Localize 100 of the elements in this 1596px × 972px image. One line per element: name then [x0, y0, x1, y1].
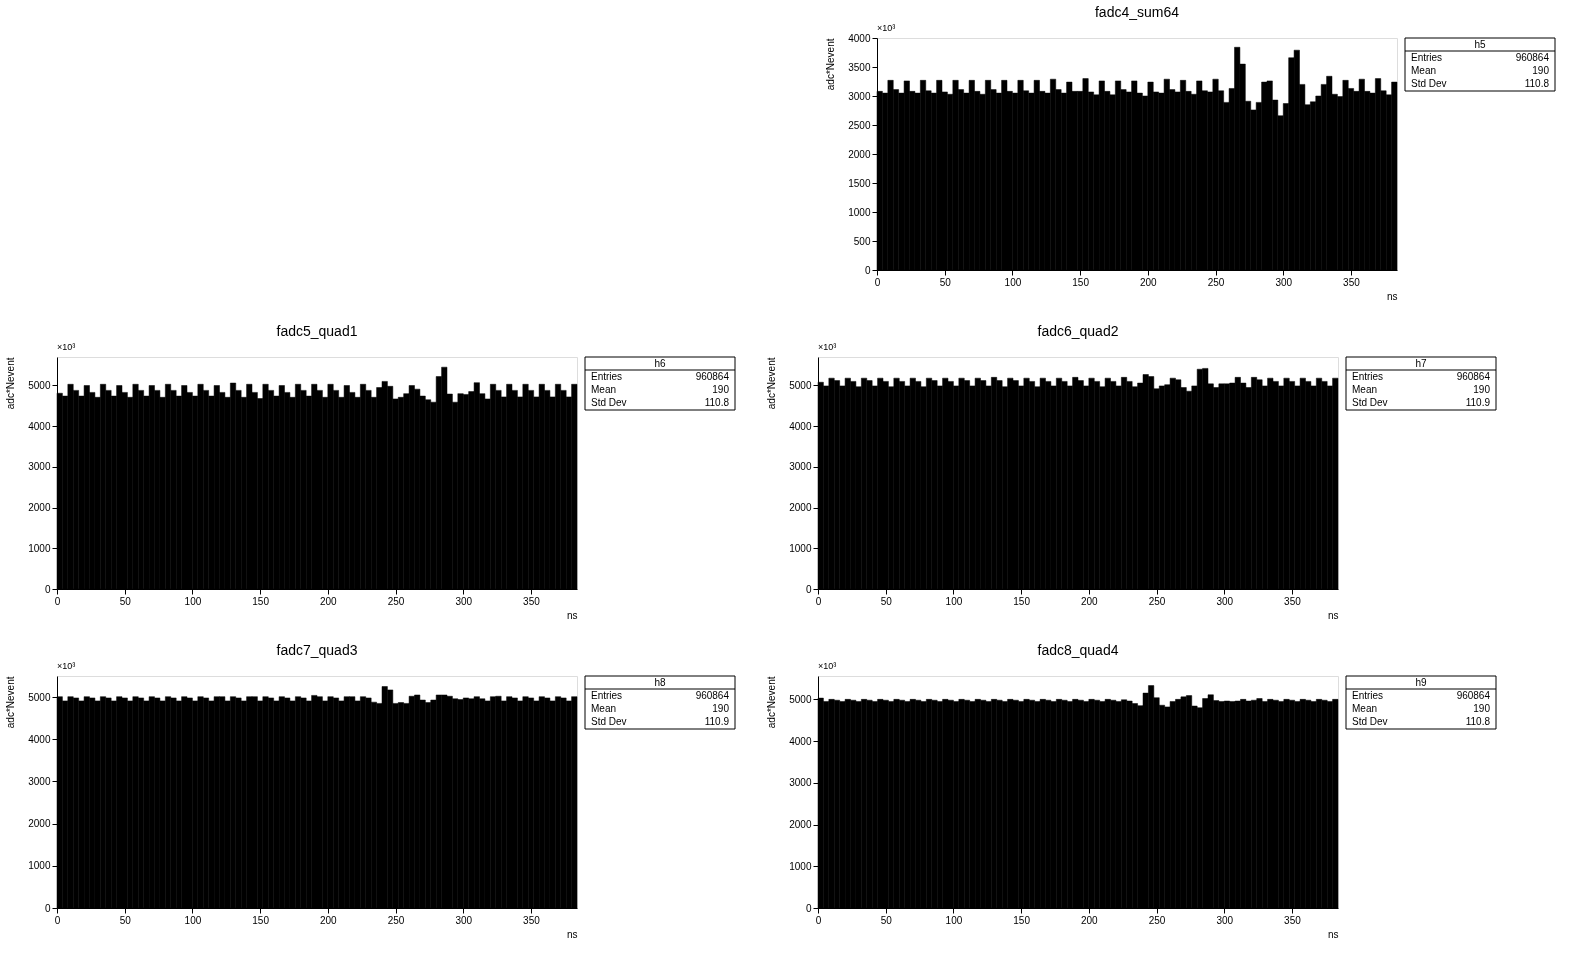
text: h8 [654, 677, 666, 688]
x-tick-label: 150 [252, 914, 270, 926]
y-tick-label: 1000 [848, 206, 871, 218]
text: h5 [1474, 39, 1486, 50]
y-tick-label: 4000 [789, 420, 812, 432]
text: ×10³ [818, 661, 837, 671]
text: Entries [1411, 52, 1443, 63]
y-tick-label: 0 [864, 264, 871, 276]
x-tick-label: 300 [1216, 914, 1234, 926]
text: ×10³ [57, 661, 76, 671]
x-tick-label: 350 [1343, 276, 1361, 288]
y-tick-label: 1000 [789, 542, 812, 554]
x-tick-label: 200 [1080, 595, 1099, 607]
y-tick-label: 1000 [28, 860, 51, 872]
text: 960864 [695, 690, 730, 701]
text: 110.9 [704, 716, 730, 727]
y-tick-label: 2000 [789, 502, 812, 514]
x-tick-label: 150 [1072, 276, 1090, 288]
text: 960864 [695, 371, 730, 382]
x-tick-label: 300 [455, 595, 473, 607]
text: Mean [591, 703, 617, 714]
chart-title: fadc8_quad4 [1037, 642, 1119, 658]
y-tick-label: 3000 [789, 461, 812, 473]
text: ×10³ [877, 23, 896, 33]
text: Std Dev [591, 397, 627, 408]
text: 110.8 [704, 397, 730, 408]
chart-title: fadc4_sum64 [1094, 4, 1180, 20]
y-tick-label: 0 [805, 583, 812, 595]
x-axis-title: ns [566, 609, 578, 621]
y-tick-label: 2000 [28, 502, 51, 514]
text: 960864 [1456, 371, 1491, 382]
x-tick-label: 200 [1139, 276, 1158, 288]
text: h9 [1415, 677, 1427, 688]
text: Std Dev [1411, 78, 1447, 89]
y-tick-label: 4000 [848, 32, 871, 44]
text: 190 [712, 384, 730, 395]
x-tick-label: 100 [184, 914, 202, 926]
y-tick-label: 5000 [28, 691, 51, 703]
x-tick-label: 300 [455, 914, 473, 926]
x-tick-label: 0 [815, 595, 822, 607]
y-axis-title: adc*Nevent [766, 357, 778, 410]
x-tick-label: 100 [184, 595, 202, 607]
text: h7 [1415, 358, 1427, 369]
x-tick-label: 200 [1080, 914, 1099, 926]
text: 190 [1473, 384, 1491, 395]
y-tick-label: 4000 [28, 420, 51, 432]
y-tick-label: 2000 [789, 819, 812, 831]
x-axis-title: ns [566, 928, 578, 940]
x-tick-label: 150 [1013, 914, 1031, 926]
x-tick-label: 100 [945, 914, 963, 926]
chart-title: fadc5_quad1 [276, 323, 358, 339]
text: Std Dev [1352, 716, 1388, 727]
x-tick-label: 100 [945, 595, 963, 607]
y-tick-label: 1000 [28, 542, 51, 554]
text: Entries [1352, 371, 1384, 382]
y-tick-label: 3000 [28, 461, 51, 473]
x-tick-label: 0 [874, 276, 881, 288]
x-tick-label: 50 [119, 914, 132, 926]
x-tick-label: 350 [1284, 595, 1302, 607]
x-axis-title: ns [1386, 290, 1398, 302]
x-tick-label: 50 [119, 595, 132, 607]
text: Std Dev [1352, 397, 1388, 408]
text: Entries [591, 690, 623, 701]
y-tick-label: 0 [44, 902, 51, 914]
text: 960864 [1456, 690, 1491, 701]
x-tick-label: 0 [815, 914, 822, 926]
y-tick-label: 2000 [28, 818, 51, 830]
y-tick-label: 2500 [848, 119, 871, 131]
text: Entries [1352, 690, 1384, 701]
text: ×10³ [818, 342, 837, 352]
text: Entries [591, 371, 623, 382]
y-tick-label: 0 [805, 902, 812, 914]
text: 190 [712, 703, 730, 714]
x-tick-label: 250 [1207, 276, 1225, 288]
y-tick-label: 5000 [28, 379, 51, 391]
y-tick-label: 4000 [789, 735, 812, 747]
x-tick-label: 250 [387, 595, 405, 607]
x-tick-label: 300 [1275, 276, 1293, 288]
text: Mean [591, 384, 617, 395]
y-tick-label: 0 [44, 583, 51, 595]
x-tick-label: 0 [54, 914, 61, 926]
x-tick-label: 100 [1004, 276, 1022, 288]
text: 110.9 [1465, 397, 1491, 408]
text: 110.8 [1524, 78, 1550, 89]
x-axis-title: ns [1327, 928, 1339, 940]
y-tick-label: 3000 [789, 777, 812, 789]
x-tick-label: 250 [1148, 595, 1166, 607]
y-tick-label: 1500 [848, 177, 871, 189]
x-tick-label: 150 [252, 595, 270, 607]
x-tick-label: 300 [1216, 595, 1234, 607]
x-tick-label: 50 [880, 914, 893, 926]
x-tick-label: 0 [54, 595, 61, 607]
text: 190 [1473, 703, 1491, 714]
x-axis-title: ns [1327, 609, 1339, 621]
y-tick-label: 2000 [848, 148, 871, 160]
y-tick-label: 3000 [848, 90, 871, 102]
x-tick-label: 250 [1148, 914, 1166, 926]
x-tick-label: 150 [1013, 595, 1031, 607]
y-tick-label: 500 [853, 235, 871, 247]
y-axis-title: adc*Nevent [766, 676, 778, 729]
